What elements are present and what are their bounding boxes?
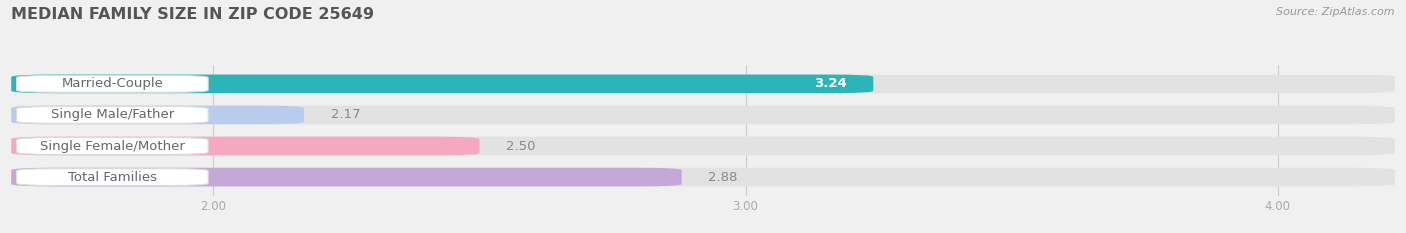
Text: Single Female/Mother: Single Female/Mother <box>39 140 184 153</box>
FancyBboxPatch shape <box>11 106 1395 124</box>
FancyBboxPatch shape <box>11 75 1395 93</box>
Text: 3.24: 3.24 <box>814 77 846 90</box>
FancyBboxPatch shape <box>11 75 873 93</box>
Text: Source: ZipAtlas.com: Source: ZipAtlas.com <box>1277 7 1395 17</box>
Text: MEDIAN FAMILY SIZE IN ZIP CODE 25649: MEDIAN FAMILY SIZE IN ZIP CODE 25649 <box>11 7 374 22</box>
FancyBboxPatch shape <box>17 138 208 154</box>
Text: 2.17: 2.17 <box>330 108 360 121</box>
FancyBboxPatch shape <box>11 168 1395 186</box>
FancyBboxPatch shape <box>11 137 1395 155</box>
Text: 2.50: 2.50 <box>506 140 536 153</box>
FancyBboxPatch shape <box>17 169 208 185</box>
Text: Total Families: Total Families <box>67 171 157 184</box>
FancyBboxPatch shape <box>17 106 208 123</box>
Text: Single Male/Father: Single Male/Father <box>51 108 174 121</box>
FancyBboxPatch shape <box>17 75 208 92</box>
FancyBboxPatch shape <box>11 106 304 124</box>
FancyBboxPatch shape <box>11 168 682 186</box>
FancyBboxPatch shape <box>11 137 479 155</box>
Text: 2.88: 2.88 <box>709 171 738 184</box>
Text: Married-Couple: Married-Couple <box>62 77 163 90</box>
